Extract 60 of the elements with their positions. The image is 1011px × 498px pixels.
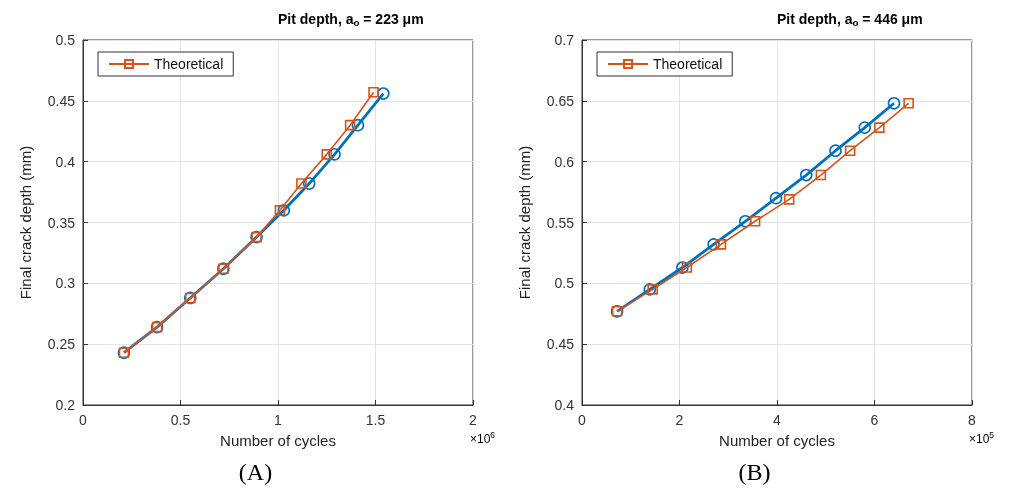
point	[887, 96, 901, 110]
y-tick-label: 0.3	[55, 275, 76, 292]
y-axis-title: Final crack depth (mm)	[516, 145, 533, 300]
x-tick-label: 0	[578, 412, 587, 428]
x-tick-label: 0	[79, 412, 88, 428]
legend-label: Theoretical	[154, 56, 224, 72]
point	[815, 169, 827, 181]
y-tick-label: 0.6	[554, 153, 575, 170]
x-tick-label: 2	[675, 412, 684, 428]
point	[302, 177, 316, 190]
point	[321, 149, 333, 160]
point	[739, 214, 752, 228]
x-tick-label: 8	[968, 412, 977, 428]
point	[874, 122, 885, 133]
y-tick-label: 0.7	[554, 32, 575, 48]
x-tick-label: 1	[274, 412, 283, 428]
point	[829, 144, 842, 158]
point	[274, 205, 286, 216]
x-tick-label: 0.5	[170, 412, 191, 428]
y-axis-title: Final crack depth (mm)	[17, 145, 34, 300]
x-tick-label: 1.5	[365, 412, 386, 428]
point	[903, 97, 914, 109]
y-tick-label: 0.45	[546, 336, 575, 353]
point	[377, 87, 390, 100]
point	[647, 284, 658, 295]
y-tick-label: 0.35	[47, 214, 76, 231]
x-axis-title: Number of cycles	[719, 432, 835, 449]
x-tick-label: 4	[773, 412, 782, 428]
point	[799, 168, 813, 182]
y-tick-label: 0.2	[55, 397, 76, 413]
point	[749, 215, 761, 227]
y-tick-label: 0.25	[47, 336, 76, 353]
point	[769, 191, 783, 205]
point	[328, 148, 341, 161]
y-tick-label: 0.5	[554, 275, 575, 292]
point	[643, 283, 657, 296]
point	[715, 239, 727, 250]
text: (A)	[238, 459, 273, 485]
point	[681, 262, 693, 273]
point	[858, 121, 872, 134]
point	[277, 204, 291, 217]
point	[344, 119, 356, 131]
x-tick-label: 2	[469, 412, 478, 428]
x-axis-title: Number of cycles	[220, 432, 336, 449]
point	[707, 238, 720, 251]
legend-label: Theoretical	[653, 56, 723, 72]
text: (B)	[738, 459, 771, 485]
point	[844, 145, 856, 157]
point	[783, 194, 795, 205]
point	[676, 261, 689, 274]
x-tick-label: 6	[870, 412, 879, 428]
y-tick-label: 0.5	[55, 32, 76, 48]
y-tick-label: 0.4	[55, 153, 76, 170]
point	[351, 118, 365, 132]
point	[296, 178, 307, 189]
y-tick-label: 0.4	[554, 397, 575, 413]
y-tick-label: 0.45	[47, 92, 76, 109]
point	[368, 87, 379, 98]
y-tick-label: 0.55	[546, 214, 575, 231]
y-tick-label: 0.65	[546, 92, 575, 109]
